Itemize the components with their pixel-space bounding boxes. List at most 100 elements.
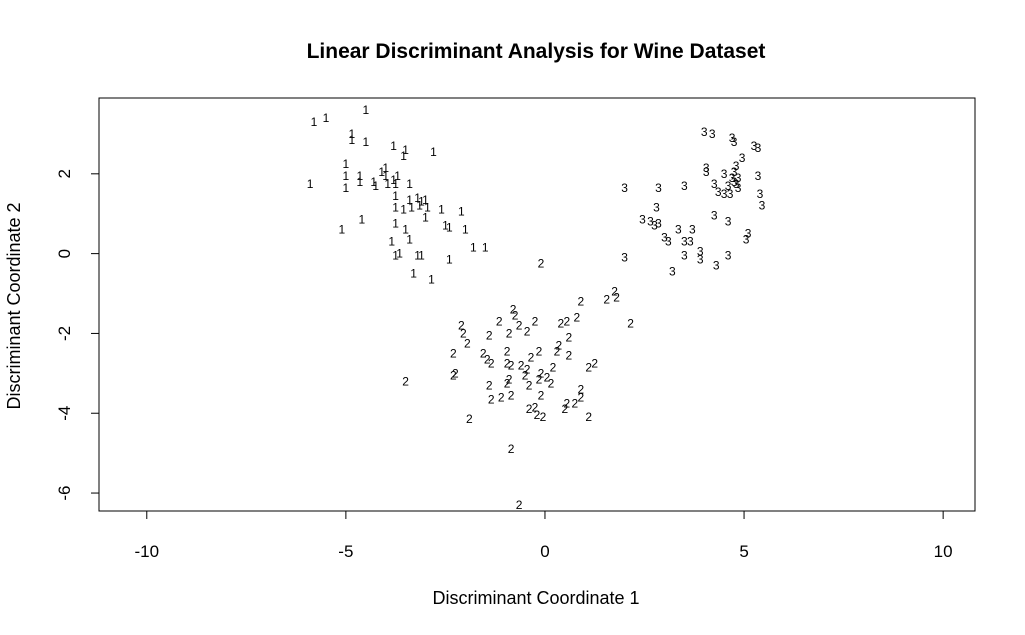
- data-point-class-3: 3: [721, 167, 728, 181]
- data-point-class-1: 1: [430, 145, 437, 159]
- data-point-class-3: 3: [711, 177, 718, 191]
- data-point-class-1: 1: [422, 211, 429, 225]
- data-point-class-3: 3: [675, 223, 682, 237]
- data-point-class-3: 3: [739, 151, 746, 165]
- data-point-class-3: 3: [681, 235, 688, 249]
- data-point-class-1: 1: [388, 235, 395, 249]
- data-point-class-1: 1: [458, 205, 465, 219]
- data-point-class-2: 2: [488, 392, 495, 406]
- data-point-class-3: 3: [755, 141, 762, 155]
- data-point-class-3: 3: [681, 249, 688, 263]
- y-tick-label: 2: [55, 169, 74, 178]
- data-point-class-1: 1: [438, 203, 445, 217]
- data-point-class-2: 2: [480, 346, 487, 360]
- data-point-class-2: 2: [554, 344, 561, 358]
- x-tick-label: -5: [338, 542, 353, 561]
- data-point-class-2: 2: [506, 372, 513, 386]
- data-point-class-3: 3: [647, 215, 654, 229]
- data-point-class-1: 1: [470, 241, 477, 255]
- data-point-class-2: 2: [510, 302, 517, 316]
- data-point-class-2: 2: [488, 356, 495, 370]
- data-point-class-1: 1: [356, 169, 363, 183]
- data-point-class-3: 3: [729, 131, 736, 145]
- data-point-class-2: 2: [577, 295, 584, 309]
- data-point-class-2: 2: [524, 362, 531, 376]
- data-point-class-2: 2: [536, 344, 543, 358]
- x-tick-label: 5: [739, 542, 748, 561]
- data-point-class-2: 2: [504, 356, 511, 370]
- data-point-class-2: 2: [522, 368, 529, 382]
- data-point-class-3: 3: [755, 169, 762, 183]
- data-point-class-3: 3: [757, 187, 764, 201]
- data-point-class-2: 2: [585, 360, 592, 374]
- data-point-class-3: 3: [621, 251, 628, 265]
- data-point-class-1: 1: [400, 149, 407, 163]
- y-tick-label: -2: [55, 326, 74, 341]
- data-point-class-1: 1: [402, 143, 409, 157]
- data-point-class-2: 2: [564, 314, 571, 328]
- data-point-class-1: 1: [362, 103, 369, 117]
- data-point-class-2: 2: [611, 285, 618, 299]
- data-point-class-2: 2: [516, 498, 523, 512]
- y-tick-label: -4: [55, 406, 74, 421]
- data-point-class-2: 2: [577, 390, 584, 404]
- data-point-class-3: 3: [727, 187, 734, 201]
- plot-frame: [98, 97, 976, 512]
- data-point-class-1: 1: [406, 233, 413, 247]
- data-point-class-3: 3: [651, 219, 658, 233]
- data-point-class-2: 2: [460, 326, 467, 340]
- data-point-class-2: 2: [524, 324, 531, 338]
- data-point-class-2: 2: [544, 370, 551, 384]
- data-point-class-3: 3: [661, 231, 668, 245]
- data-point-class-2: 2: [627, 316, 634, 330]
- data-point-class-1: 1: [406, 177, 413, 191]
- data-point-class-3: 3: [745, 227, 752, 241]
- data-point-class-2: 2: [466, 412, 473, 426]
- x-tick-label: -10: [134, 542, 159, 561]
- data-point-class-2: 2: [506, 326, 513, 340]
- data-point-class-1: 1: [396, 247, 403, 261]
- data-point-class-2: 2: [518, 358, 525, 372]
- data-point-class-3: 3: [689, 223, 696, 237]
- data-point-class-2: 2: [538, 366, 545, 380]
- data-point-class-2: 2: [526, 378, 533, 392]
- data-point-class-1: 1: [400, 203, 407, 217]
- data-point-class-2: 2: [484, 352, 491, 366]
- data-point-class-2: 2: [566, 330, 573, 344]
- data-point-class-2: 2: [613, 291, 620, 305]
- data-point-class-3: 3: [731, 175, 738, 189]
- data-point-class-2: 2: [496, 314, 503, 328]
- data-point-class-2: 2: [532, 400, 539, 414]
- data-point-class-2: 2: [504, 376, 511, 390]
- data-point-class-3: 3: [697, 253, 704, 267]
- data-point-class-2: 2: [573, 310, 580, 324]
- data-point-class-3: 3: [759, 199, 766, 213]
- data-point-class-3: 3: [733, 177, 740, 191]
- data-point-class-1: 1: [349, 127, 356, 141]
- data-point-class-2: 2: [550, 360, 557, 374]
- data-point-class-3: 3: [735, 171, 742, 185]
- data-point-class-1: 1: [422, 193, 429, 207]
- y-axis-label: Discriminant Coordinate 2: [4, 202, 24, 409]
- data-point-class-2: 2: [498, 390, 505, 404]
- y-tick-label: -6: [55, 485, 74, 500]
- data-point-class-2: 2: [534, 408, 541, 422]
- data-point-class-3: 3: [697, 245, 704, 259]
- y-axis: -6 -4 -2 0 2: [55, 169, 100, 501]
- data-point-class-1: 1: [358, 213, 365, 227]
- data-point-class-2: 2: [528, 350, 535, 364]
- data-point-class-1: 1: [442, 219, 449, 233]
- data-point-class-2: 2: [486, 378, 493, 392]
- data-point-class-1: 1: [382, 169, 389, 183]
- data-point-class-3: 3: [653, 201, 660, 215]
- data-point-class-1: 1: [418, 195, 425, 209]
- data-point-class-3: 3: [639, 213, 646, 227]
- data-point-class-3: 3: [703, 161, 710, 175]
- data-point-class-1: 1: [343, 157, 350, 171]
- data-point-class-3: 3: [655, 181, 662, 195]
- data-point-class-2: 2: [562, 402, 569, 416]
- data-point-class-1: 1: [424, 201, 431, 215]
- data-point-class-2: 2: [540, 410, 547, 424]
- x-tick-label: 0: [540, 542, 549, 561]
